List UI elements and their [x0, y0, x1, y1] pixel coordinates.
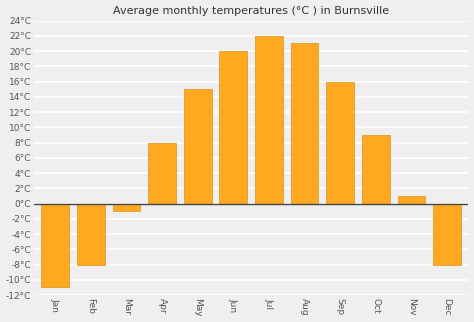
Title: Average monthly temperatures (°C ) in Burnsville: Average monthly temperatures (°C ) in Bu… [113, 5, 389, 15]
Bar [398, 196, 425, 204]
Bar [77, 204, 105, 265]
Bar [112, 204, 140, 211]
Bar [255, 36, 283, 204]
Bar [291, 43, 319, 204]
Bar [219, 51, 247, 204]
Bar [362, 135, 390, 204]
Bar [41, 204, 69, 288]
Bar [326, 81, 354, 204]
Bar [184, 89, 211, 204]
Bar [148, 143, 176, 204]
Bar [433, 204, 461, 265]
